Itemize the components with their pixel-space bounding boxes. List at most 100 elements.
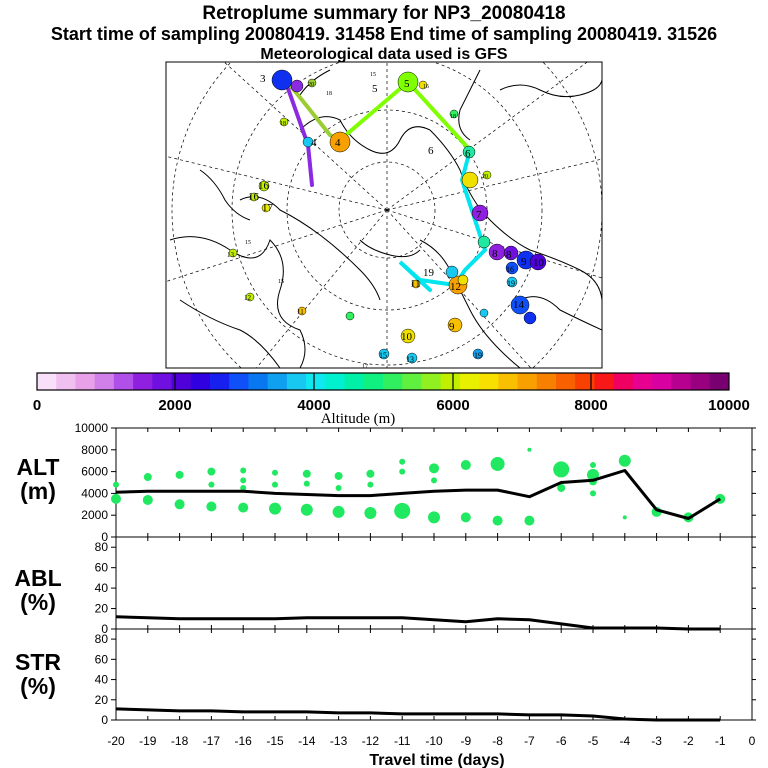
latitude-circle — [231, 62, 543, 366]
map-label: 4 — [311, 137, 317, 149]
colorbar-border — [36, 372, 730, 391]
chart-title: Retroplume summary for NP3_20080418 — [202, 3, 566, 24]
colorbar-swatch — [325, 373, 345, 390]
colorbar-tick-label: 2000 — [158, 397, 191, 414]
colorbar-swatch — [479, 373, 499, 390]
alt-cluster-point — [460, 460, 471, 471]
str-panel-label-line1: STR — [15, 649, 61, 675]
map-label: 19 — [507, 279, 515, 288]
str-panel-label: STR (%) — [8, 650, 68, 698]
alt-cluster-point — [492, 515, 503, 526]
colorbar-tick-label: 6000 — [436, 397, 469, 414]
alt-cluster-point — [557, 483, 566, 492]
xtick-label: -17 — [203, 734, 221, 748]
map-cluster-marker — [279, 117, 289, 127]
map-label: 15 — [278, 279, 284, 285]
xtick-label: -6 — [556, 734, 567, 748]
alt-cluster-point — [622, 515, 627, 520]
map-cluster-marker — [411, 279, 421, 289]
xtick-label: -14 — [298, 734, 316, 748]
map-cluster-marker — [506, 276, 518, 288]
map-cluster-marker — [271, 69, 293, 91]
xtick-label: -4 — [619, 734, 630, 748]
alt-ytick-label: 4000 — [81, 486, 108, 500]
alt-cluster-point — [111, 493, 121, 504]
colorbar-swatch — [286, 373, 307, 390]
colorbar-swatch — [652, 373, 672, 390]
map-cluster-marker — [345, 311, 355, 321]
map-label: 18 — [280, 121, 286, 127]
map-cluster-marker — [290, 79, 304, 93]
map-label: 11 — [410, 278, 421, 290]
str-mean-line — [115, 707, 721, 722]
map-label: 17 — [362, 364, 368, 370]
abl-ytick-label: 20 — [95, 602, 109, 616]
map-label: 19 — [474, 351, 482, 360]
trajectory-segment-5 — [398, 260, 457, 292]
colorbar-swatch — [459, 373, 480, 390]
alt-cluster-point — [524, 515, 535, 526]
alt-cluster-point — [303, 480, 310, 487]
alt-cluster-point — [429, 463, 439, 474]
alt-cluster-point — [207, 467, 216, 476]
alt-cluster-point — [272, 481, 278, 488]
alt-ytick-label: 6000 — [81, 465, 108, 479]
map-label: 16 — [423, 84, 429, 90]
xtick-label: -20 — [107, 734, 125, 748]
map-label: 13 — [227, 251, 235, 259]
xtick-label: -16 — [235, 734, 253, 748]
map-cluster-marker — [445, 265, 459, 279]
map-cluster-marker — [510, 295, 530, 315]
colorbar-swatch — [94, 373, 115, 390]
colorbar-swatch — [402, 373, 422, 390]
xtick-label: -9 — [460, 734, 471, 748]
x-axis-label: Travel time (days) — [369, 752, 504, 768]
map-cluster-marker — [249, 192, 259, 202]
xtick-label: -7 — [524, 734, 535, 748]
meridian-lines — [166, 62, 602, 368]
alt-cluster-point — [490, 456, 505, 471]
map-label: 16 — [248, 191, 260, 203]
colorbar-swatch — [421, 373, 442, 390]
map-cluster-marker — [471, 204, 489, 222]
alt-cluster-point — [527, 447, 532, 452]
colorbar-tick-label: 4000 — [297, 397, 330, 414]
map-label: 9 — [449, 321, 455, 333]
alt-cluster-point — [238, 502, 249, 513]
map-cluster-marker — [261, 203, 271, 213]
map-cluster-marker — [245, 292, 255, 302]
abl-panel-label-line1: ABL — [14, 565, 62, 591]
str-panel-label-line2: (%) — [20, 673, 56, 699]
alt-cluster-point — [334, 471, 343, 480]
map-label: 16 — [258, 180, 270, 192]
alt-cluster-point — [302, 469, 311, 478]
map-cluster-marker — [462, 145, 476, 159]
time-series-panels: 0200040006000800010000020406080020406080… — [75, 421, 756, 768]
map-label: 20 — [482, 174, 488, 180]
xtick-label: -5 — [588, 734, 599, 748]
alt-cluster-point — [175, 470, 184, 479]
colorbar-swatch — [363, 373, 384, 390]
map-cluster-marker — [479, 308, 489, 318]
abl-panel-frame — [115, 536, 753, 630]
map-cluster-marker — [477, 235, 491, 249]
alt-ytick-label: 2000 — [81, 508, 108, 522]
map-label: 18 — [450, 114, 456, 120]
colorbar-swatch — [248, 373, 269, 390]
alt-cluster-point — [366, 469, 375, 478]
alt-cluster-point — [460, 512, 471, 523]
alt-panel-label: ALT (m) — [8, 455, 68, 503]
alt-cluster-point — [143, 473, 152, 482]
map-label: 11 — [297, 308, 304, 316]
met-data-subtitle: Meteorological data used is GFS — [260, 46, 508, 63]
alt-cluster-point — [367, 481, 374, 488]
altitude-colorbar: 0 2000 4000 6000 8000 10000 Altitude (m) — [33, 372, 750, 427]
map-cluster-marker — [297, 306, 307, 316]
alt-cluster-point — [394, 502, 411, 519]
alt-cluster-point — [618, 454, 631, 467]
colorbar-swatch — [210, 373, 230, 390]
map-label: 15 — [245, 240, 251, 246]
xtick-label: -13 — [330, 734, 348, 748]
alt-cluster-point — [335, 484, 342, 491]
